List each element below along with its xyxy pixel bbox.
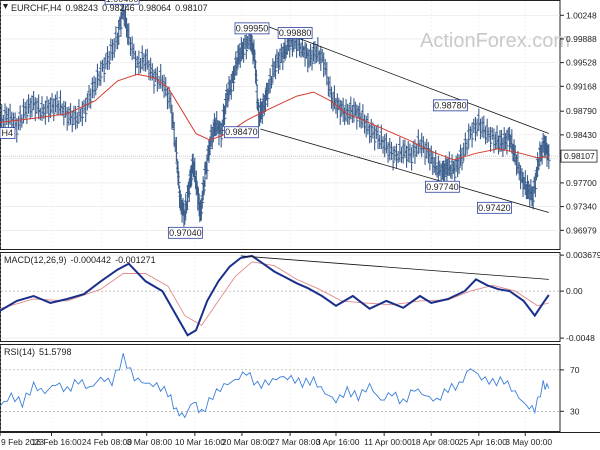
macd-tick-label: 0.00 xyxy=(566,286,583,296)
price-annotation: 1.00400 xyxy=(104,0,140,5)
macd-trendline xyxy=(240,255,549,280)
macd-tick-label: -0.0048 xyxy=(566,333,595,343)
price-tick-label: 0.96979 xyxy=(566,225,597,235)
price-tick-label: 0.97340 xyxy=(566,202,597,212)
annotation-box xyxy=(167,226,203,239)
annotation-box xyxy=(104,0,140,5)
panel-border xyxy=(0,252,561,342)
ohlc-value: 0.98064 xyxy=(139,3,172,13)
price-annotation: 0.98470 xyxy=(223,126,259,139)
macd-title: MACD(12,26,9) xyxy=(4,255,67,265)
ohlc-value: 0.98243 xyxy=(66,3,99,13)
left-edge-label: H4 xyxy=(2,128,14,138)
annotation-label: 0.97740 xyxy=(426,182,459,192)
time-tick-label: 11 Apr 00:00 xyxy=(364,437,412,447)
time-tick-label: 3 Mar 08:00 xyxy=(127,437,173,447)
panel-border xyxy=(0,344,561,432)
annotation-label: 0.97040 xyxy=(169,228,202,238)
macd-header: MACD(12,26,9) -0.000442 -0.001271 xyxy=(4,255,156,265)
price-tick-label: 1.00248 xyxy=(566,10,597,20)
price-header: EURCHF,H4 0.98243 0.98246 0.98064 0.98107 xyxy=(11,3,208,13)
time-tick-label: 9 Feb 2023 xyxy=(1,437,44,447)
header-marker-icon xyxy=(3,4,8,9)
macd-signal-line xyxy=(0,261,549,326)
price-tick-label: 0.99528 xyxy=(566,58,597,68)
price-annotation: 0.98780 xyxy=(432,99,468,112)
price-annotation: 0.99950 xyxy=(234,22,270,35)
price-tick-label: 0.97700 xyxy=(566,178,597,188)
price-bars xyxy=(0,0,551,227)
ohlc-value: 0.98107 xyxy=(175,3,208,13)
rsi-header: RSI(14) 51.5798 xyxy=(4,347,72,357)
rsi-value: 51.5798 xyxy=(39,347,72,357)
annotation-label: 0.98470 xyxy=(225,127,258,137)
rsi-tick-label: 30 xyxy=(570,406,580,416)
price-tick-label: 0.99888 xyxy=(566,34,597,44)
time-tick-label: 27 Mar 08:00 xyxy=(270,437,320,447)
annotation-label: 0.99950 xyxy=(236,23,269,33)
macd-value: -0.000442 xyxy=(71,255,112,265)
time-tick-label: 25 Apr 16:00 xyxy=(459,437,507,447)
price-annotation: 0.97040 xyxy=(167,226,203,239)
annotation-label: 0.97420 xyxy=(478,203,511,213)
annotation-label: 0.98780 xyxy=(434,100,467,110)
macd-value: -0.001271 xyxy=(115,255,156,265)
time-tick-label: 3 May 00:00 xyxy=(505,437,552,447)
watermark: ActionForex.com xyxy=(420,30,570,52)
last-price-box xyxy=(560,149,598,163)
time-tick-label: 10 Mar 16:00 xyxy=(175,437,225,447)
time-tick-label: 24 Feb 08:00 xyxy=(82,437,132,447)
last-price-label: 0.98107 xyxy=(564,151,595,161)
annotation-box xyxy=(223,126,259,139)
time-tick-label: 20 Mar 08:00 xyxy=(222,437,272,447)
macd-tick-label: 0.003679 xyxy=(566,250,600,260)
channel-trendline xyxy=(260,23,549,134)
rsi-line xyxy=(0,353,550,419)
price-annotation: 0.97420 xyxy=(476,201,512,214)
ohlc-value: 0.98246 xyxy=(102,3,135,13)
symbol-label: EURCHF,H4 xyxy=(11,3,62,13)
annotation-box xyxy=(234,22,270,35)
time-tick-label: 16 Feb 16:00 xyxy=(32,437,82,447)
moving-average-line xyxy=(0,73,549,161)
macd-line xyxy=(0,254,550,337)
annotation-box xyxy=(424,180,460,193)
left-edge-box xyxy=(0,127,16,139)
annotation-box xyxy=(432,99,468,112)
price-tick-label: 0.98430 xyxy=(566,130,597,140)
time-tick-label: 18 Apr 08:00 xyxy=(411,437,459,447)
price-annotation: 0.99880 xyxy=(277,27,313,39)
price-tick-label: 0.99168 xyxy=(566,81,597,91)
annotation-label: 1.00400 xyxy=(106,0,139,4)
price-tick-label: 0.98790 xyxy=(566,106,597,116)
time-tick-label: 3 Apr 16:00 xyxy=(316,437,360,447)
annotation-label: 0.99880 xyxy=(279,28,312,38)
rsi-tick-label: 70 xyxy=(570,365,580,375)
channel-trendline xyxy=(260,128,549,213)
annotation-box xyxy=(277,27,313,39)
annotation-box xyxy=(476,201,512,214)
rsi-title: RSI(14) xyxy=(4,347,35,357)
price-annotation: 0.97740 xyxy=(424,180,460,193)
